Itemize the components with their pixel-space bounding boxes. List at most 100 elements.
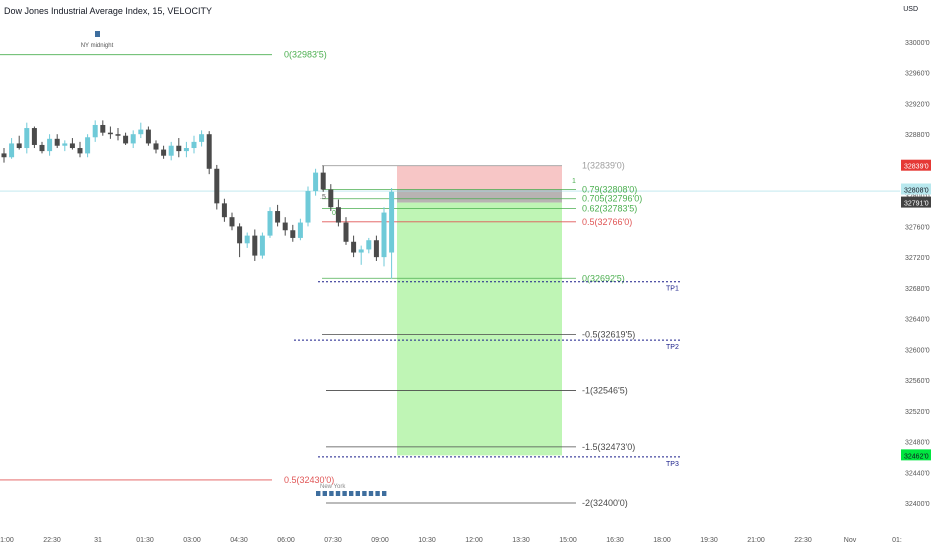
fib-level-label: 1(32839'0) xyxy=(582,161,625,171)
session-marker xyxy=(355,491,360,496)
candle-body xyxy=(77,148,83,154)
candle-body xyxy=(320,172,326,190)
x-axis-tick-label: 15:00 xyxy=(559,537,577,544)
chart-title: Dow Jones Industrial Average Index, 15, … xyxy=(4,6,212,16)
candle-body xyxy=(100,124,106,133)
candle-body xyxy=(313,172,319,192)
y-axis-tick-label: 32760'0 xyxy=(905,224,930,231)
candle-body xyxy=(351,241,357,253)
y-axis-tick-label: 32880'0 xyxy=(905,132,930,139)
y-axis-tick-label: 32440'0 xyxy=(905,470,930,477)
y-axis-tick-label: 32480'0 xyxy=(905,440,930,447)
candle-body xyxy=(358,249,364,253)
session-marker xyxy=(375,491,380,496)
x-axis-tick-label: 10:30 xyxy=(418,537,436,544)
x-axis-tick-label: 01:30 xyxy=(136,537,154,544)
candle-body xyxy=(290,230,296,238)
candle-body xyxy=(267,211,273,236)
session-marker xyxy=(322,491,327,496)
x-axis-tick-label: 21:00 xyxy=(0,537,14,544)
fib-level-label: 0.705(32796'0) xyxy=(582,194,642,204)
candle-body xyxy=(130,134,136,144)
candle-body xyxy=(62,143,68,146)
fib-level-label: 0.5(32766'0) xyxy=(582,217,632,227)
price-tag-label: 32791'0 xyxy=(904,201,929,208)
y-axis-tick-label: 32920'0 xyxy=(905,101,930,108)
candle-body xyxy=(24,128,30,149)
take-profit-zone xyxy=(397,202,562,456)
x-axis-tick-label: Nov xyxy=(844,537,857,544)
session-marker xyxy=(316,491,321,496)
candle-body xyxy=(85,137,91,154)
tp-label: TP3 xyxy=(666,461,679,468)
new-york-label: New York xyxy=(320,484,346,490)
candle-body xyxy=(373,240,379,258)
candle-body xyxy=(206,134,212,169)
currency-label: USD xyxy=(903,6,918,13)
candle-body xyxy=(199,134,205,142)
candle-body xyxy=(305,191,311,223)
x-axis-tick-label: 01: xyxy=(892,537,902,544)
fib-level-label: 0(32983'5) xyxy=(284,50,327,60)
fib-level-label: 0.62(32783'5) xyxy=(582,203,637,213)
candle-body xyxy=(381,212,387,258)
y-axis-tick-label: 32640'0 xyxy=(905,317,930,324)
candle-body xyxy=(237,226,243,244)
candle-body xyxy=(343,222,349,242)
y-axis-tick-label: 32680'0 xyxy=(905,286,930,293)
candle-body xyxy=(115,134,121,136)
session-marker xyxy=(382,491,387,496)
x-axis-tick-label: 16:30 xyxy=(606,537,624,544)
y-axis-tick-label: 32960'0 xyxy=(905,71,930,78)
y-axis-tick-label: 32720'0 xyxy=(905,255,930,262)
x-axis-tick-label: 18:00 xyxy=(653,537,671,544)
x-axis-tick-label: 22:30 xyxy=(43,537,61,544)
entry-zone xyxy=(397,189,562,203)
price-tag xyxy=(901,159,931,171)
candle-body xyxy=(1,153,7,158)
candle-body xyxy=(366,240,372,250)
fib-level-label: -2(32400'0) xyxy=(582,498,628,508)
candle-body xyxy=(69,143,75,149)
price-tag-label: 32839'0 xyxy=(904,164,929,171)
candle-body xyxy=(54,138,60,146)
small-fib-label: 0 xyxy=(332,210,336,217)
price-tag-label: 32808'0 xyxy=(904,188,929,195)
candle-body xyxy=(191,141,197,149)
price-tag xyxy=(901,196,931,208)
candle-body xyxy=(328,189,334,208)
x-axis-tick-label: 19:30 xyxy=(700,537,718,544)
candle-body xyxy=(92,124,98,138)
candle-body xyxy=(161,149,167,156)
x-axis-tick-label: 22:30 xyxy=(794,537,812,544)
candle-body xyxy=(335,207,341,223)
candle-body xyxy=(221,203,227,218)
fib-level-label: 0.79(32808'0) xyxy=(582,185,637,195)
y-axis-tick-label: 32520'0 xyxy=(905,409,930,416)
x-axis-tick-label: 12:00 xyxy=(465,537,483,544)
candle-body xyxy=(389,191,395,253)
session-marker xyxy=(329,491,334,496)
candle-body xyxy=(39,144,45,152)
candle-body xyxy=(123,135,129,144)
candle-body xyxy=(183,148,189,152)
candle-body xyxy=(214,168,220,204)
fib-level-label: -1(32546'5) xyxy=(582,385,628,395)
candle-body xyxy=(297,222,303,238)
x-axis-tick-label: 03:00 xyxy=(183,537,201,544)
fib-level-label: 0(32692'5) xyxy=(582,273,625,283)
y-axis-tick-label: 32560'0 xyxy=(905,378,930,385)
candle-body xyxy=(107,132,113,135)
x-axis-tick-label: 07:30 xyxy=(324,537,342,544)
session-marker xyxy=(349,491,354,496)
candle-body xyxy=(259,235,265,256)
candle-body xyxy=(229,217,235,227)
small-fib-label: .5 xyxy=(320,194,326,201)
candle-body xyxy=(252,235,258,256)
x-axis-tick-label: 06:00 xyxy=(277,537,295,544)
fib-level-label: -0.5(32619'5) xyxy=(582,329,635,339)
candle-body xyxy=(153,143,159,150)
candle-body xyxy=(168,145,174,156)
fib-level-label: 0.5(32430'0) xyxy=(284,475,334,485)
